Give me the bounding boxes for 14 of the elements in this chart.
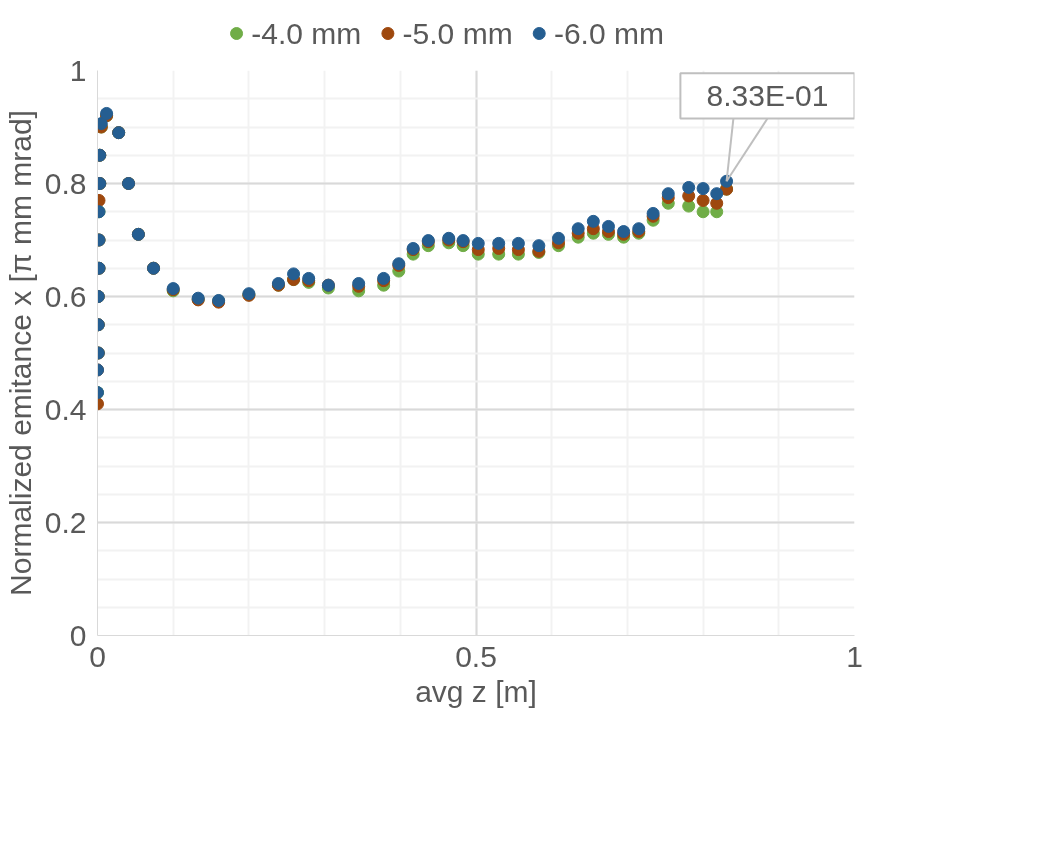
y-tick-label: 1 xyxy=(69,53,87,87)
legend-label: -5.0 mm xyxy=(402,17,513,50)
y-tick-label: 0.6 xyxy=(44,279,87,313)
y-tick-label: 0.2 xyxy=(44,505,87,539)
annotation: 8.33E-01 xyxy=(706,79,829,113)
x-axis-title: avg z [m] xyxy=(415,674,537,708)
legend-label: -4.0 mm xyxy=(251,17,362,50)
x-tick-label: 1 xyxy=(846,639,863,673)
y-tick-label: 0 xyxy=(69,618,87,652)
y-axis-title: Normalized emitance x [π mm mrad] xyxy=(3,110,37,596)
legend-label: -6.0 mm xyxy=(553,17,664,50)
x-tick-label: 0.5 xyxy=(455,639,497,673)
y-tick-label: 0.8 xyxy=(44,166,87,200)
y-tick-label: 0.4 xyxy=(44,392,87,426)
